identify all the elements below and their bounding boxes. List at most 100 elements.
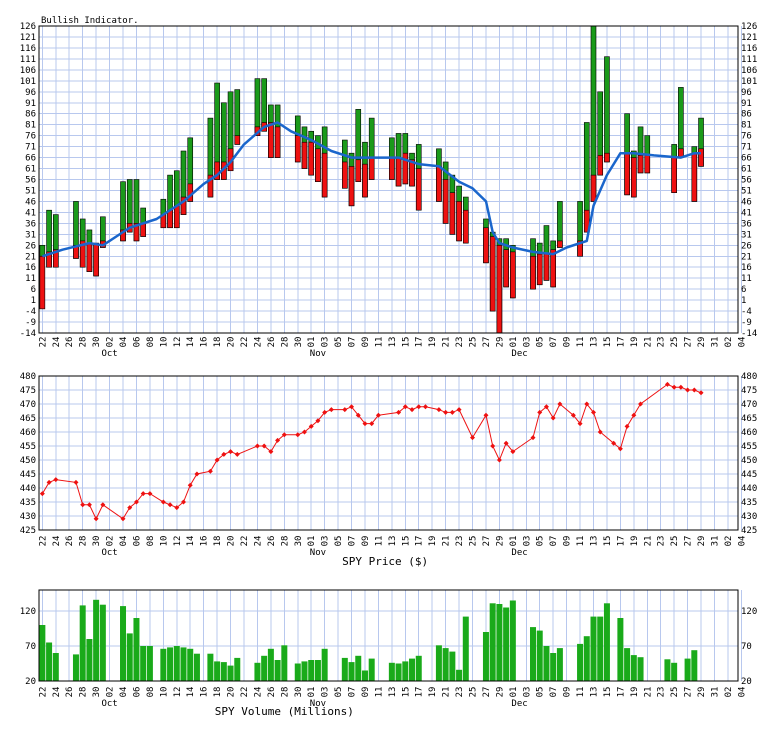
bullish-red-bar <box>698 148 704 167</box>
bullish-red-bar <box>368 157 375 180</box>
x-tick-label: 05 <box>334 687 344 698</box>
x-tick-label: 07 <box>348 337 358 348</box>
volume-bar <box>361 670 368 681</box>
x-tick-label: 20 <box>227 536 237 547</box>
y-tick-label-left: 96 <box>25 88 36 98</box>
price-point <box>402 404 408 410</box>
x-tick-label: 12 <box>173 337 183 348</box>
price-point <box>449 409 455 415</box>
x-tick-label: 11 <box>576 536 586 547</box>
volume-bar <box>442 648 449 681</box>
price-point <box>503 440 509 446</box>
price-point <box>685 387 691 393</box>
x-tick-label: 21 <box>643 536 653 547</box>
bullish-red-bar <box>462 209 469 244</box>
x-tick-label: 02 <box>724 536 734 547</box>
y-tick-label-right: 26 <box>741 241 752 251</box>
y-tick-label-left: 11 <box>25 274 36 284</box>
x-tick-label: 14 <box>186 536 196 547</box>
y-tick-label-right: 6 <box>741 285 746 295</box>
x-tick-label: 12 <box>173 536 183 547</box>
y-tick-label-left: -14 <box>20 329 36 339</box>
x-tick-label: 28 <box>280 687 290 698</box>
y-tick-label-left: 70 <box>25 642 36 652</box>
y-tick-label-left: 460 <box>20 428 36 438</box>
bullish-red-bar <box>583 209 590 233</box>
bullish-red-bar <box>456 201 462 242</box>
bullish-red-bar <box>644 155 651 174</box>
x-tick-label: 22 <box>38 687 48 698</box>
volume-bar <box>86 639 93 681</box>
bullish-red-bar <box>597 155 604 176</box>
x-tick-label: 20 <box>227 687 237 698</box>
x-tick-label: 24 <box>253 687 263 698</box>
bullish-red-bar <box>691 152 698 202</box>
x-tick-label: 08 <box>146 687 156 698</box>
x-tick-label: 09 <box>563 687 573 698</box>
x-tick-label: 07 <box>549 536 559 547</box>
month-label: Dec <box>511 349 527 359</box>
y-tick-label-left: 475 <box>20 386 36 396</box>
price-point <box>73 479 79 485</box>
bullish-red-bar <box>389 157 395 180</box>
x-tick-label: 31 <box>710 536 720 547</box>
bullish-red-bar <box>93 242 99 277</box>
x-tick-label: 26 <box>267 687 277 698</box>
price-point <box>133 499 139 505</box>
y-tick-label-right: 111 <box>741 55 757 65</box>
x-tick-label: 14 <box>186 687 196 698</box>
price-point <box>470 435 476 441</box>
y-tick-label-left: 20 <box>25 677 36 687</box>
x-tick-label: 02 <box>106 687 116 698</box>
x-tick-label: 23 <box>657 536 667 547</box>
x-tick-label: 17 <box>616 337 626 348</box>
x-tick-label: 27 <box>684 687 694 698</box>
x-tick-label: 01 <box>509 536 519 547</box>
y-tick-label-right: 36 <box>741 219 752 229</box>
y-tick-label-right: 1 <box>741 296 746 306</box>
y-tick-label-left: 430 <box>20 512 36 522</box>
volume-bar <box>388 662 395 681</box>
x-tick-label: 06 <box>132 687 142 698</box>
price-point <box>181 499 187 505</box>
bullish-red-bar <box>590 174 597 202</box>
x-tick-label: 13 <box>589 536 599 547</box>
volume-bar <box>536 630 543 681</box>
price-point <box>537 409 543 415</box>
y-tick-label-left: 36 <box>25 219 36 229</box>
volume-bar <box>160 648 167 681</box>
volume-bar <box>395 663 402 681</box>
volume-bar <box>39 625 46 681</box>
price-point <box>443 409 449 415</box>
x-tick-label: 11 <box>374 337 384 348</box>
volume-bar <box>261 655 268 681</box>
x-tick-label: 20 <box>227 337 237 348</box>
price-point <box>234 451 240 457</box>
bullish-red-bar <box>631 157 637 198</box>
x-tick-label: 21 <box>643 687 653 698</box>
price-point <box>490 443 496 449</box>
x-tick-label: 29 <box>697 337 707 348</box>
volume-bar <box>577 643 584 681</box>
price-point <box>691 387 697 393</box>
x-tick-label: 02 <box>106 337 116 348</box>
price-point <box>322 409 328 415</box>
x-tick-label: 31 <box>710 337 720 348</box>
x-tick-label: 26 <box>267 536 277 547</box>
x-tick-label: 04 <box>119 687 129 698</box>
y-tick-label-left: 121 <box>20 33 36 43</box>
volume-bar <box>146 646 153 681</box>
x-tick-label: 07 <box>549 337 559 348</box>
bullish-red-bar <box>140 223 146 237</box>
bullish-red-bar <box>530 255 536 290</box>
volume-bar <box>126 633 133 681</box>
x-tick-label: 23 <box>455 337 465 348</box>
bullish-red-bar <box>234 135 241 145</box>
x-tick-label: 27 <box>482 687 492 698</box>
bullish-green-bar <box>604 56 610 163</box>
volume-bar <box>503 607 510 681</box>
volume-bar <box>597 616 604 681</box>
volume-bar <box>435 645 442 681</box>
x-tick-label: 17 <box>616 536 626 547</box>
volume-bar <box>341 657 348 681</box>
